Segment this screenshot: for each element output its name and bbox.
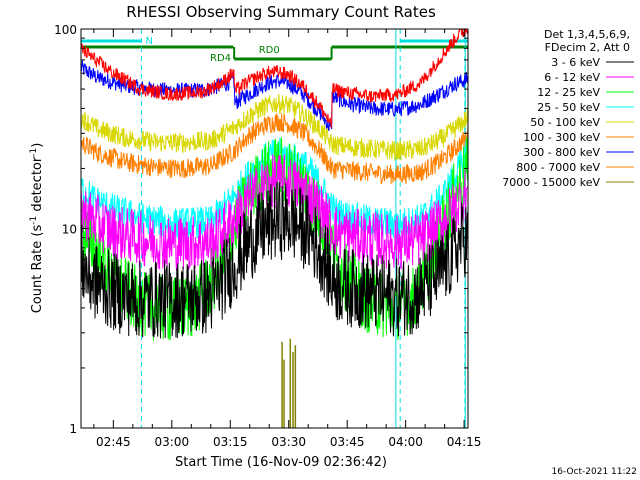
series-0: [80, 181, 469, 339]
x-tick-label: 03:00: [155, 435, 190, 449]
legend-entry-label: 50 - 100 keV: [530, 116, 600, 129]
y-tick-label: 100: [54, 23, 77, 37]
legend-entry-label: 3 - 6 keV: [551, 56, 600, 69]
legend-entry-label: 100 - 300 keV: [523, 131, 600, 144]
x-tick-label: 04:15: [447, 435, 482, 449]
legend-entry-label: 6 - 12 keV: [544, 71, 600, 84]
x-tick-label: 04:00: [388, 435, 423, 449]
legend-header: FDecim 2, Att 0: [545, 41, 630, 54]
legend-entry-label: 12 - 25 keV: [537, 86, 600, 99]
legend-header: Det 1,3,4,5,6,9,: [544, 28, 630, 41]
y-axis-label-a: Count Rate (s: [30, 225, 45, 314]
y-tick-label: 1: [69, 422, 77, 436]
x-tick-label: 03:30: [271, 435, 306, 449]
x-tick-label: 03:45: [330, 435, 365, 449]
x-axis: 02:45 03:00 03:15 03:30 03:45 04:00 04:15: [93, 29, 482, 449]
series-layer: [80, 28, 469, 341]
series-1: [80, 154, 469, 272]
chart-title: RHESSI Observing Summary Count Rates: [126, 3, 436, 21]
legend-entry-label: 800 - 7000 keV: [516, 161, 600, 174]
y-axis-label-c: ): [30, 143, 45, 148]
y-axis-label: Count Rate (s-1 detector-1): [29, 143, 45, 314]
y-axis: 1 10 100: [54, 23, 468, 436]
timestamp: 16-Oct-2021 11:22: [552, 467, 637, 477]
legend-entry-label: 7000 - 15000 keV: [502, 176, 600, 189]
x-axis-label: Start Time (16-Nov-09 02:36:42): [175, 455, 387, 470]
series-red: [80, 28, 469, 128]
marker-layer: [281, 338, 297, 428]
series-5: [80, 113, 469, 185]
y-axis-label-sup2: -1: [29, 148, 39, 157]
legend: Det 1,3,4,5,6,9,FDecim 2, Att 0 3 - 6 keV…: [502, 28, 634, 189]
series-6: [80, 60, 469, 132]
series-4: [80, 93, 469, 161]
night-label: N: [145, 36, 152, 47]
x-tick-label: 02:45: [96, 435, 131, 449]
y-axis-label-sup1: -1: [29, 216, 39, 225]
y-tick-label: 10: [62, 223, 77, 237]
y-axis-label-b: detector: [30, 156, 45, 216]
attenuator-label-rd4: RD4: [210, 53, 231, 64]
legend-entry-label: 25 - 50 keV: [537, 101, 600, 114]
legend-entry-label: 300 - 800 keV: [523, 146, 600, 159]
x-tick-label: 03:15: [213, 435, 248, 449]
attenuator-label-rd0: RD0: [259, 45, 280, 56]
